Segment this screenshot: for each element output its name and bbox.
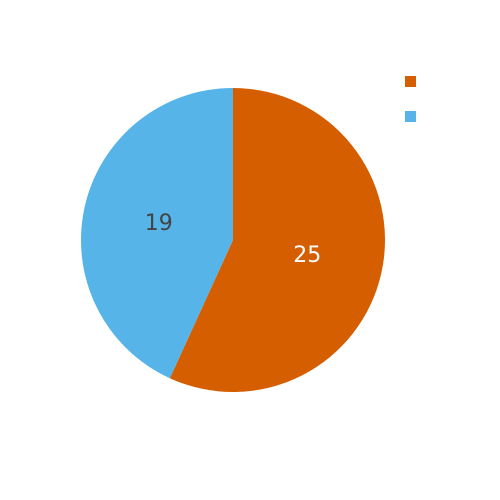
pie-slices <box>81 88 385 392</box>
pie-slice-label-0: 25 <box>293 243 321 268</box>
legend-swatch-0 <box>405 76 416 87</box>
legend-swatch-1 <box>405 111 416 122</box>
legend <box>405 76 416 122</box>
pie-slice-label-1: 19 <box>145 211 173 236</box>
